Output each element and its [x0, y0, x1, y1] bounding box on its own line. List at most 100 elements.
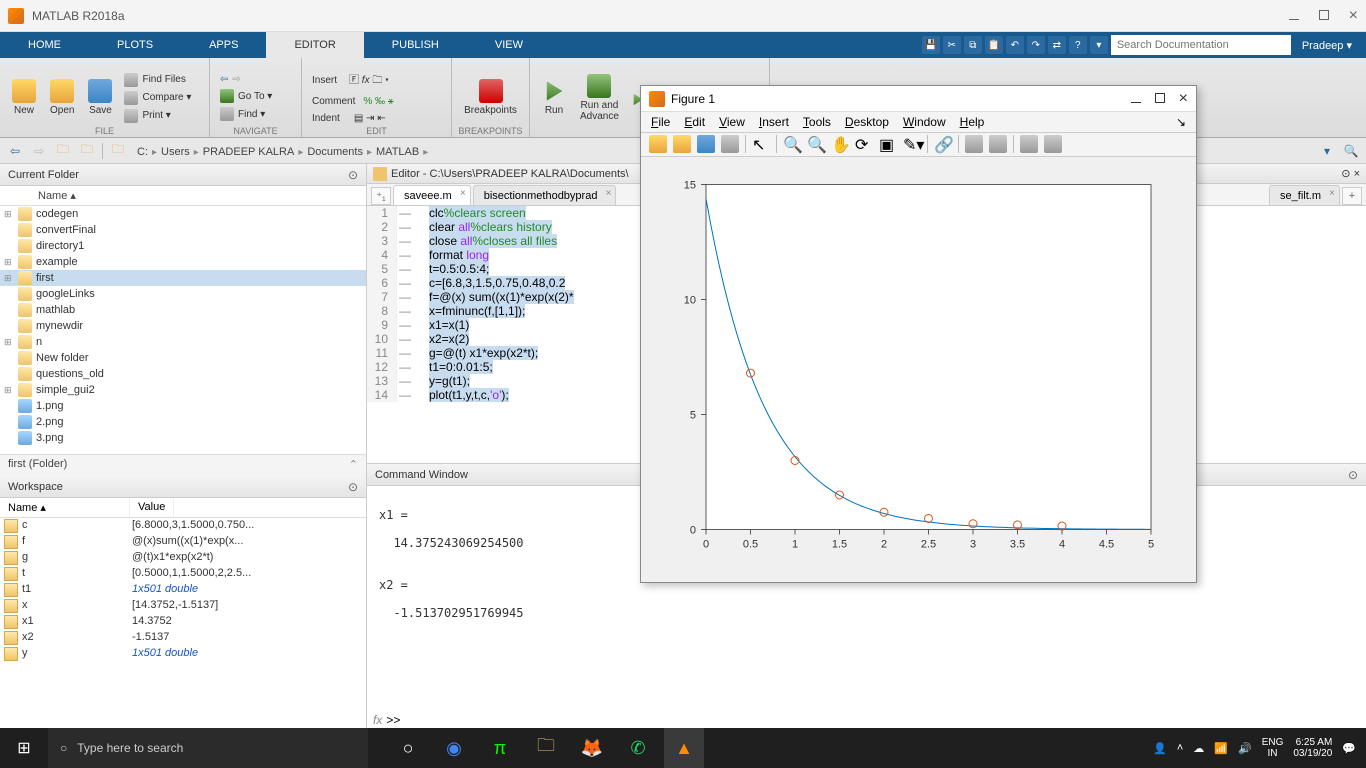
- command-actions-icon[interactable]: ⊙: [1348, 468, 1358, 482]
- workspace-variable[interactable]: y1x501 double: [0, 646, 366, 662]
- folder-item[interactable]: ⊞simple_gui2: [0, 382, 366, 398]
- ribbon-tab-plots[interactable]: PLOTS: [89, 32, 181, 58]
- save-button[interactable]: Save: [84, 77, 116, 118]
- folder-item[interactable]: 2.png: [0, 414, 366, 430]
- ws-name-header[interactable]: Name ▴: [0, 498, 130, 517]
- pan-icon[interactable]: ✋: [831, 135, 849, 153]
- tray-wifi-icon[interactable]: 📶: [1214, 742, 1228, 755]
- editor-tab[interactable]: se_filt.m×: [1269, 185, 1340, 205]
- workspace-variable[interactable]: f@(x)sum((x(1)*exp(x...: [0, 534, 366, 550]
- editor-tab[interactable]: saveee.m×: [393, 185, 471, 205]
- nav-arrows[interactable]: ⇦ ⇨: [218, 73, 293, 86]
- cortana-icon[interactable]: ○: [388, 728, 428, 768]
- workspace-variable[interactable]: t[0.5000,1,1.5000,2,2.5...: [0, 566, 366, 582]
- folder-item[interactable]: questions_old: [0, 366, 366, 382]
- figure-menu-tools[interactable]: Tools: [803, 115, 831, 129]
- figure-menu-edit[interactable]: Edit: [684, 115, 705, 129]
- comment-button[interactable]: Comment % ‰ ⚹: [310, 95, 443, 108]
- workspace-variable[interactable]: c[6.8000,3,1.5000,0.750...: [0, 518, 366, 534]
- figure-window[interactable]: Figure 1 × FileEditViewInsertToolsDeskto…: [640, 85, 1197, 583]
- folder-item[interactable]: googleLinks: [0, 286, 366, 302]
- link-icon[interactable]: 🔗: [934, 135, 952, 153]
- tray-volume-icon[interactable]: 🔊: [1238, 742, 1252, 755]
- editor-tab[interactable]: bisectionmethodbyprad×: [473, 185, 617, 205]
- path-segment[interactable]: C:: [133, 146, 152, 158]
- ribbon-tab-publish[interactable]: PUBLISH: [364, 32, 467, 58]
- search-documentation-input[interactable]: [1111, 35, 1291, 55]
- maximize-button[interactable]: [1319, 7, 1329, 25]
- print-figure-icon[interactable]: [721, 135, 739, 153]
- command-prompt[interactable]: fx>>: [367, 711, 1366, 729]
- zoom-out-icon[interactable]: 🔍⁻: [807, 135, 825, 153]
- workspace-variable[interactable]: g@(t)x1*exp(x2*t): [0, 550, 366, 566]
- close-button[interactable]: ×: [1349, 7, 1358, 25]
- firefox-icon[interactable]: 🦊: [572, 728, 612, 768]
- find-button[interactable]: Find ▾: [218, 106, 293, 122]
- save-figure-icon[interactable]: [697, 135, 715, 153]
- folder-item[interactable]: convertFinal: [0, 222, 366, 238]
- addr-dropdown[interactable]: ▾: [1318, 142, 1336, 160]
- forward-button[interactable]: ⇨: [30, 142, 48, 160]
- path-segment[interactable]: Users: [157, 146, 194, 158]
- show-tools-icon[interactable]: [1044, 135, 1062, 153]
- figure-menu-help[interactable]: Help: [960, 115, 985, 129]
- legend-icon[interactable]: [989, 135, 1007, 153]
- up-folder-icon[interactable]: 🗀: [54, 142, 72, 160]
- name-column-header[interactable]: Name ▴: [0, 186, 366, 206]
- redo-icon[interactable]: ↷: [1027, 36, 1045, 54]
- folder-item[interactable]: 3.png: [0, 430, 366, 446]
- path-segment[interactable]: PRADEEP KALRA: [199, 146, 299, 158]
- user-menu[interactable]: Pradeep ▾: [1294, 39, 1360, 52]
- figure-menu-desktop[interactable]: Desktop: [845, 115, 889, 129]
- new-button[interactable]: New: [8, 77, 40, 118]
- ribbon-tab-editor[interactable]: EDITOR: [266, 32, 363, 58]
- cut-icon[interactable]: ✂: [943, 36, 961, 54]
- compare-button[interactable]: Compare ▾: [122, 90, 193, 106]
- folder-item[interactable]: New folder: [0, 350, 366, 366]
- figure-maximize[interactable]: [1155, 90, 1165, 108]
- tray-up-icon[interactable]: ˄: [1177, 742, 1183, 754]
- pi-icon[interactable]: π: [480, 728, 520, 768]
- folder-item[interactable]: 1.png: [0, 398, 366, 414]
- figure-close[interactable]: ×: [1179, 90, 1188, 108]
- editor-actions[interactable]: ⊙ ×: [1341, 167, 1360, 180]
- tray-people-icon[interactable]: 👤: [1153, 742, 1167, 755]
- folder-icon[interactable]: 🗀: [109, 142, 127, 160]
- path-segment[interactable]: MATLAB: [372, 146, 423, 158]
- paste-icon[interactable]: 📋: [985, 36, 1003, 54]
- addr-search-icon[interactable]: 🔍: [1342, 142, 1360, 160]
- workspace-variable[interactable]: t11x501 double: [0, 582, 366, 598]
- folder-item[interactable]: ⊞n: [0, 334, 366, 350]
- colorbar-icon[interactable]: [965, 135, 983, 153]
- workspace-actions-icon[interactable]: ⊙: [348, 480, 358, 494]
- editor-plus-tab[interactable]: ⁺₁: [371, 187, 391, 205]
- minimize-button[interactable]: [1289, 7, 1299, 25]
- figure-menu-view[interactable]: View: [719, 115, 745, 129]
- figure-axes[interactable]: 00.511.522.533.544.55051015: [641, 157, 1196, 582]
- switch-icon[interactable]: ⇄: [1048, 36, 1066, 54]
- figure-minimize[interactable]: [1131, 90, 1141, 108]
- run-button[interactable]: Run: [538, 77, 570, 118]
- help-icon[interactable]: ?: [1069, 36, 1087, 54]
- editor-new-tab[interactable]: +: [1342, 187, 1362, 205]
- up2-folder-icon[interactable]: 🗀: [78, 142, 96, 160]
- save-icon[interactable]: 💾: [922, 36, 940, 54]
- find-files-button[interactable]: Find Files: [122, 72, 193, 88]
- start-button[interactable]: ⊞: [0, 728, 48, 768]
- ws-value-header[interactable]: Value: [130, 498, 174, 517]
- open-button[interactable]: Open: [46, 77, 78, 118]
- ribbon-tab-apps[interactable]: APPS: [181, 32, 266, 58]
- undo-icon[interactable]: ↶: [1006, 36, 1024, 54]
- dropdown-icon[interactable]: ▾: [1090, 36, 1108, 54]
- workspace-variable[interactable]: x[14.3752,-1.5137]: [0, 598, 366, 614]
- chrome-icon[interactable]: ◉: [434, 728, 474, 768]
- folder-item[interactable]: ⊞first: [0, 270, 366, 286]
- folder-item[interactable]: ⊞codegen: [0, 206, 366, 222]
- ribbon-tab-home[interactable]: HOME: [0, 32, 89, 58]
- workspace-variable[interactable]: x114.3752: [0, 614, 366, 630]
- goto-button[interactable]: Go To ▾: [218, 88, 293, 104]
- explorer-icon[interactable]: 🗀: [526, 728, 566, 768]
- panel-actions-icon[interactable]: ⊙: [348, 168, 358, 182]
- breakpoints-button[interactable]: Breakpoints: [460, 62, 521, 133]
- folder-item[interactable]: mynewdir: [0, 318, 366, 334]
